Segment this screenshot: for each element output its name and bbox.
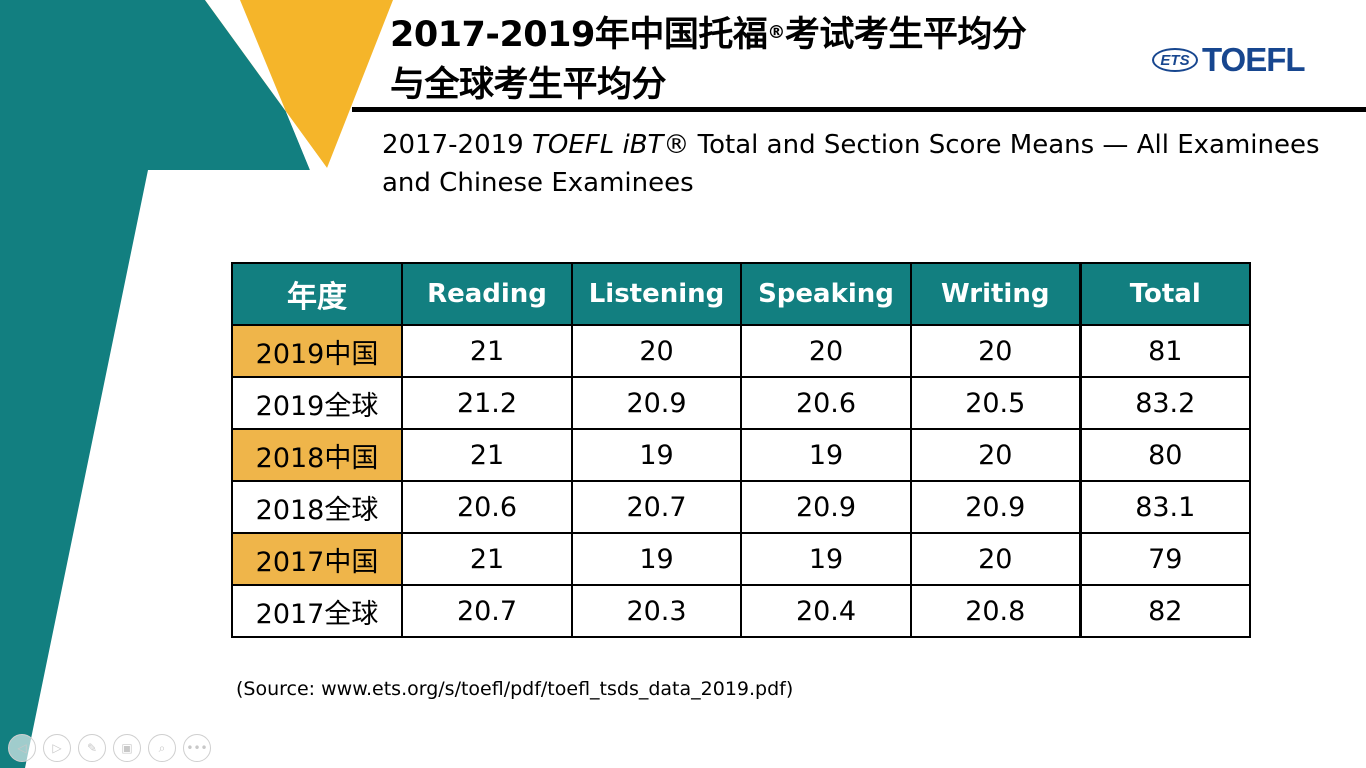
header-writing: Writing — [910, 262, 1081, 326]
row-label: 2019全球 — [231, 376, 403, 430]
more-icon: ••• — [186, 741, 208, 755]
arrow-right-icon: ▷ — [52, 741, 62, 755]
cell-writing: 20 — [910, 532, 1081, 586]
arrow-left-icon: ◁ — [17, 741, 27, 755]
cell-listening: 19 — [571, 428, 742, 482]
row-label: 2017中国 — [231, 532, 403, 586]
cell-speaking: 20 — [740, 324, 912, 378]
cell-total: 83.1 — [1078, 480, 1251, 534]
table-row: 2018全球 20.6 20.7 20.9 20.9 83.1 — [231, 480, 1251, 534]
slide-sorter-button[interactable]: ▣ — [113, 734, 141, 762]
next-slide-button[interactable]: ▷ — [43, 734, 71, 762]
subtitle-rest: Total and Section Score Means — All Exam… — [382, 130, 1320, 198]
cell-reading: 21 — [401, 428, 573, 482]
cell-total: 82 — [1078, 584, 1251, 638]
cell-speaking: 20.9 — [740, 480, 912, 534]
registered-mark: ® — [767, 22, 785, 43]
cell-writing: 20.8 — [910, 584, 1081, 638]
header-year: 年度 — [231, 262, 403, 326]
slideshow-toolbar: ◁ ▷ ✎ ▣ ⌕ ••• — [8, 734, 211, 762]
slide-subtitle: 2017-2019 TOEFL iBT® Total and Section S… — [382, 126, 1322, 202]
cell-reading: 20.6 — [401, 480, 573, 534]
ets-badge: ETS — [1152, 48, 1198, 72]
cell-total: 81 — [1078, 324, 1251, 378]
header-reading: Reading — [401, 262, 573, 326]
cell-speaking: 20.6 — [740, 376, 912, 430]
header-speaking: Speaking — [740, 262, 912, 326]
ets-toefl-logo: ETS TOEFL — [1152, 40, 1306, 80]
cell-listening: 20.9 — [571, 376, 742, 430]
cell-total: 80 — [1078, 428, 1251, 482]
slides-icon: ▣ — [121, 741, 133, 755]
previous-slide-button[interactable]: ◁ — [8, 734, 36, 762]
cell-reading: 20.7 — [401, 584, 573, 638]
table-row: 2018中国 21 19 19 20 80 — [231, 428, 1251, 482]
cell-writing: 20 — [910, 428, 1081, 482]
table-row: 2017中国 21 19 19 20 79 — [231, 532, 1251, 586]
score-table: 年度 Reading Listening Speaking Writing To… — [231, 262, 1251, 638]
cell-reading: 21 — [401, 324, 573, 378]
row-label: 2019中国 — [231, 324, 403, 378]
cell-reading: 21 — [401, 532, 573, 586]
header-total: Total — [1078, 262, 1251, 326]
cell-speaking: 19 — [740, 532, 912, 586]
title-line-1-end: 考试考生平均分 — [784, 15, 1027, 55]
cell-total: 79 — [1078, 532, 1251, 586]
title-line-1-text: 2017-2019年中国托福 — [390, 15, 768, 55]
row-label: 2017全球 — [231, 584, 403, 638]
row-label: 2018全球 — [231, 480, 403, 534]
pen-tool-button[interactable]: ✎ — [78, 734, 106, 762]
cell-listening: 20.3 — [571, 584, 742, 638]
cell-speaking: 20.4 — [740, 584, 912, 638]
table-row: 2017全球 20.7 20.3 20.4 20.8 82 — [231, 584, 1251, 638]
title-line-2: 与全球考生平均分 — [390, 65, 667, 105]
cell-writing: 20 — [910, 324, 1081, 378]
cell-writing: 20.5 — [910, 376, 1081, 430]
cell-reading: 21.2 — [401, 376, 573, 430]
cell-total: 83.2 — [1078, 376, 1251, 430]
teal-shape — [0, 0, 310, 768]
toefl-logo-text: TOEFL — [1202, 41, 1306, 78]
slide-title: 2017-2019年中国托福®考试考生平均分 与全球考生平均分 — [390, 10, 1027, 110]
cell-listening: 19 — [571, 532, 742, 586]
header-listening: Listening — [571, 262, 742, 326]
table-row: 2019全球 21.2 20.9 20.6 20.5 83.2 — [231, 376, 1251, 430]
cell-writing: 20.9 — [910, 480, 1081, 534]
cell-listening: 20.7 — [571, 480, 742, 534]
cell-speaking: 19 — [740, 428, 912, 482]
source-citation: (Source: www.ets.org/s/toefl/pdf/toefl_t… — [236, 678, 794, 700]
title-divider — [352, 107, 1366, 112]
row-label: 2018中国 — [231, 428, 403, 482]
subtitle-prefix: 2017-2019 — [382, 130, 532, 160]
cell-listening: 20 — [571, 324, 742, 378]
white-gap-shape — [205, 0, 327, 170]
title-line-1: 2017-2019年中国托福®考试考生平均分 — [390, 10, 1027, 60]
magnifier-icon: ⌕ — [158, 740, 166, 755]
table-header-row: 年度 Reading Listening Speaking Writing To… — [231, 262, 1251, 326]
table-row: 2019中国 21 20 20 20 81 — [231, 324, 1251, 378]
more-options-button[interactable]: ••• — [183, 734, 211, 762]
pen-icon: ✎ — [86, 741, 98, 755]
zoom-button[interactable]: ⌕ — [148, 734, 176, 762]
subtitle-italic: TOEFL iBT® — [531, 130, 690, 160]
